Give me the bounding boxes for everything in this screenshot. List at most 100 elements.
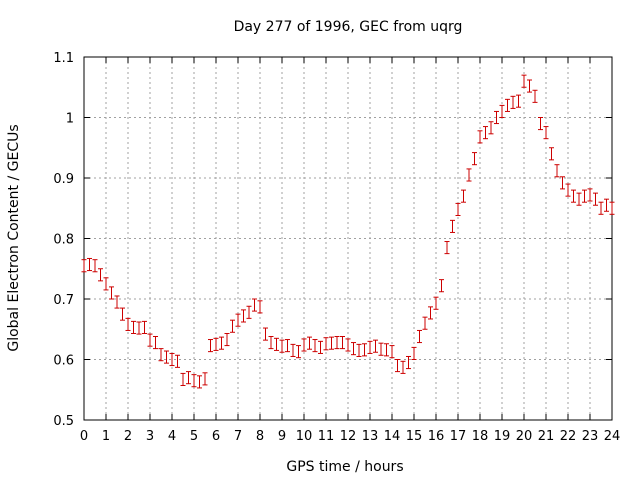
data-point xyxy=(554,164,560,178)
x-tick-label: 10 xyxy=(296,429,313,444)
data-point xyxy=(362,343,367,357)
data-point xyxy=(318,340,323,354)
data-point xyxy=(422,316,428,330)
x-tick-label: 4 xyxy=(168,429,176,444)
data-points xyxy=(81,74,615,389)
data-point xyxy=(87,257,92,272)
x-axis-label: GPS time / hours xyxy=(286,459,403,475)
y-tick-label: 1.1 xyxy=(53,51,74,66)
data-point xyxy=(197,375,202,389)
data-point xyxy=(263,327,268,341)
x-tick-label: 0 xyxy=(80,429,88,444)
data-point xyxy=(461,189,466,203)
y-tick-label: 0.6 xyxy=(53,354,74,369)
x-tick-label: 9 xyxy=(278,429,286,444)
y-tick-label: 0.9 xyxy=(53,172,74,187)
chart-title: Day 277 of 1996, GEC from uqrg xyxy=(234,19,463,35)
data-point xyxy=(109,286,114,300)
data-point xyxy=(92,259,98,273)
data-point xyxy=(279,339,285,353)
data-point xyxy=(98,268,103,282)
x-tick-label: 18 xyxy=(472,429,489,444)
data-point xyxy=(274,337,279,351)
data-point xyxy=(136,321,142,335)
data-point xyxy=(120,307,125,321)
x-tick-label: 1 xyxy=(102,429,110,444)
axis-ticks xyxy=(83,56,613,421)
data-point xyxy=(241,309,246,323)
y-tick-label: 1 xyxy=(66,112,74,127)
x-tick-label: 23 xyxy=(582,429,599,444)
x-tick-label: 20 xyxy=(516,429,533,444)
data-point xyxy=(472,152,477,166)
data-point xyxy=(285,339,290,353)
data-point xyxy=(257,300,263,314)
x-tick-label: 19 xyxy=(494,429,511,444)
data-point xyxy=(565,183,571,197)
data-point xyxy=(417,329,422,344)
data-point xyxy=(406,355,411,370)
data-point xyxy=(142,320,147,334)
x-tick-label: 24 xyxy=(604,429,621,444)
data-point xyxy=(208,339,213,353)
data-point xyxy=(373,339,378,353)
data-point xyxy=(433,296,439,310)
data-point xyxy=(428,306,433,320)
x-tick-label: 3 xyxy=(146,429,154,444)
data-point xyxy=(296,345,301,359)
data-point xyxy=(521,74,527,88)
y-axis-label: Global Electron Content / GECUs xyxy=(6,124,22,351)
data-point xyxy=(164,350,169,364)
y-tick-labels: 0.5 0.6 0.7 0.8 0.9 1 1.1 xyxy=(53,51,74,429)
data-point xyxy=(153,336,158,350)
data-point xyxy=(125,317,131,331)
data-point xyxy=(411,346,417,360)
data-point xyxy=(593,192,598,206)
data-point xyxy=(307,336,312,350)
x-tick-label: 14 xyxy=(384,429,401,444)
data-point xyxy=(213,337,219,351)
x-tick-label: 5 xyxy=(190,429,198,444)
data-point xyxy=(345,338,351,352)
data-point xyxy=(494,110,499,125)
x-tick-label: 16 xyxy=(428,429,445,444)
data-point xyxy=(439,279,444,293)
data-point xyxy=(252,298,257,312)
data-point xyxy=(384,343,389,357)
data-point xyxy=(455,202,461,217)
data-point xyxy=(400,360,406,374)
data-point xyxy=(483,126,488,140)
x-tick-label: 2 xyxy=(124,429,132,444)
data-point xyxy=(202,372,208,386)
data-point xyxy=(516,94,521,108)
y-tick-label: 0.7 xyxy=(53,293,74,308)
data-point xyxy=(538,117,543,131)
data-point xyxy=(329,336,334,350)
data-point xyxy=(103,277,109,291)
data-point xyxy=(219,336,224,350)
data-point xyxy=(571,189,576,203)
x-tick-label: 8 xyxy=(256,429,264,444)
data-point xyxy=(312,339,318,353)
data-point xyxy=(444,241,450,255)
data-point xyxy=(527,79,532,93)
data-point xyxy=(477,130,483,144)
data-point xyxy=(323,337,329,351)
data-point xyxy=(131,320,136,334)
data-point xyxy=(499,104,505,118)
data-point xyxy=(147,333,153,347)
data-point xyxy=(230,319,235,333)
data-point xyxy=(450,219,455,233)
x-tick-labels: 0 1 2 3 4 5 6 7 8 9 10 11 12 13 14 15 16 17 18 19 20 21 22 23 24 xyxy=(80,429,620,444)
data-point xyxy=(340,336,345,350)
data-point xyxy=(510,95,516,109)
data-point xyxy=(180,372,186,387)
data-point xyxy=(488,121,494,135)
data-point xyxy=(576,192,582,206)
data-point xyxy=(389,345,395,359)
data-point xyxy=(246,305,252,319)
data-point xyxy=(290,343,296,357)
x-tick-label: 21 xyxy=(538,429,555,444)
data-point xyxy=(604,198,609,212)
data-point xyxy=(351,342,356,356)
